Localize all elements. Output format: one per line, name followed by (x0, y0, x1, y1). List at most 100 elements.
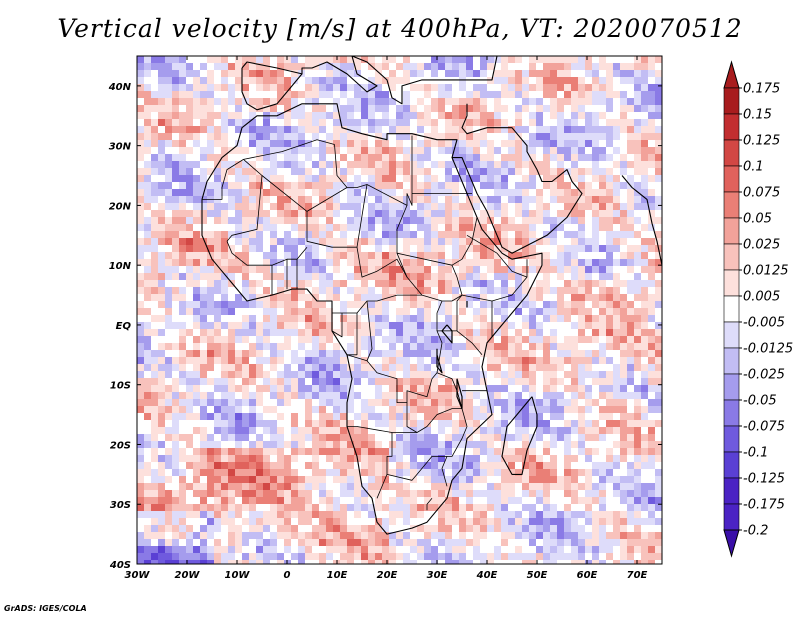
field-cell (599, 182, 607, 190)
field-cell (655, 196, 662, 204)
field-cell (214, 343, 222, 351)
field-cell (354, 175, 362, 183)
field-cell (599, 91, 607, 99)
field-cell (585, 315, 593, 323)
field-cell (137, 462, 145, 470)
field-cell (193, 504, 201, 512)
field-cell (326, 140, 334, 148)
field-cell (291, 448, 299, 456)
field-cell (389, 322, 397, 330)
field-cell (599, 154, 607, 162)
field-cell (473, 364, 481, 372)
field-cell (242, 238, 250, 246)
field-cell (655, 455, 662, 463)
field-cell (354, 511, 362, 519)
field-cell (235, 224, 243, 232)
field-cell (648, 203, 656, 211)
field-cell (298, 420, 306, 428)
field-cell (396, 56, 404, 64)
field-cell (515, 413, 523, 421)
field-cell (284, 126, 292, 134)
field-cell (452, 364, 460, 372)
field-cell (389, 413, 397, 421)
field-cell (221, 420, 229, 428)
field-cell (620, 462, 628, 470)
field-cell (214, 105, 222, 113)
field-cell (319, 203, 327, 211)
field-cell (529, 245, 537, 253)
field-cell (648, 182, 656, 190)
field-cell (340, 70, 348, 78)
field-cell (641, 126, 649, 134)
field-cell (613, 98, 621, 106)
field-cell (270, 210, 278, 218)
field-cell (494, 77, 502, 85)
field-cell (445, 287, 453, 295)
field-cell (305, 217, 313, 225)
field-cell (564, 462, 572, 470)
field-cell (424, 434, 432, 442)
field-cell (277, 280, 285, 288)
field-cell (158, 476, 166, 484)
field-cell (151, 63, 159, 71)
field-cell (158, 490, 166, 498)
field-cell (375, 329, 383, 337)
field-cell (298, 224, 306, 232)
field-cell (501, 210, 509, 218)
field-cell (305, 77, 313, 85)
field-cell (536, 336, 544, 344)
field-cell (599, 392, 607, 400)
field-cell (606, 77, 614, 85)
field-cell (347, 490, 355, 498)
field-cell (452, 280, 460, 288)
field-cell (312, 497, 320, 505)
field-cell (431, 490, 439, 498)
field-cell (151, 322, 159, 330)
field-cell (186, 308, 194, 316)
field-cell (137, 203, 145, 211)
field-cell (298, 329, 306, 337)
field-cell (277, 140, 285, 148)
field-cell (459, 84, 467, 92)
field-cell (403, 245, 411, 253)
field-cell (571, 189, 579, 197)
field-cell (627, 294, 635, 302)
field-cell (641, 469, 649, 477)
field-cell (620, 266, 628, 274)
field-cell (165, 175, 173, 183)
field-cell (172, 322, 180, 330)
field-cell (151, 476, 159, 484)
field-cell (221, 378, 229, 386)
field-cell (501, 126, 509, 134)
field-cell (452, 357, 460, 365)
field-cell (578, 308, 586, 316)
field-cell (340, 518, 348, 526)
field-cell (487, 455, 495, 463)
field-cell (564, 140, 572, 148)
field-cell (333, 518, 341, 526)
field-cell (193, 294, 201, 302)
field-cell (340, 63, 348, 71)
field-cell (655, 294, 662, 302)
field-cell (571, 301, 579, 309)
field-cell (165, 448, 173, 456)
field-cell (375, 518, 383, 526)
field-cell (403, 490, 411, 498)
field-cell (480, 112, 488, 120)
field-cell (606, 497, 614, 505)
field-cell (550, 105, 558, 113)
field-cell (186, 259, 194, 267)
field-cell (599, 161, 607, 169)
field-cell (487, 259, 495, 267)
field-cell (340, 245, 348, 253)
field-cell (634, 511, 642, 519)
field-cell (137, 98, 145, 106)
field-cell (235, 392, 243, 400)
field-cell (564, 378, 572, 386)
field-cell (144, 427, 152, 435)
field-cell (221, 245, 229, 253)
field-cell (578, 84, 586, 92)
field-cell (515, 511, 523, 519)
field-cell (452, 385, 460, 393)
field-cell (165, 70, 173, 78)
